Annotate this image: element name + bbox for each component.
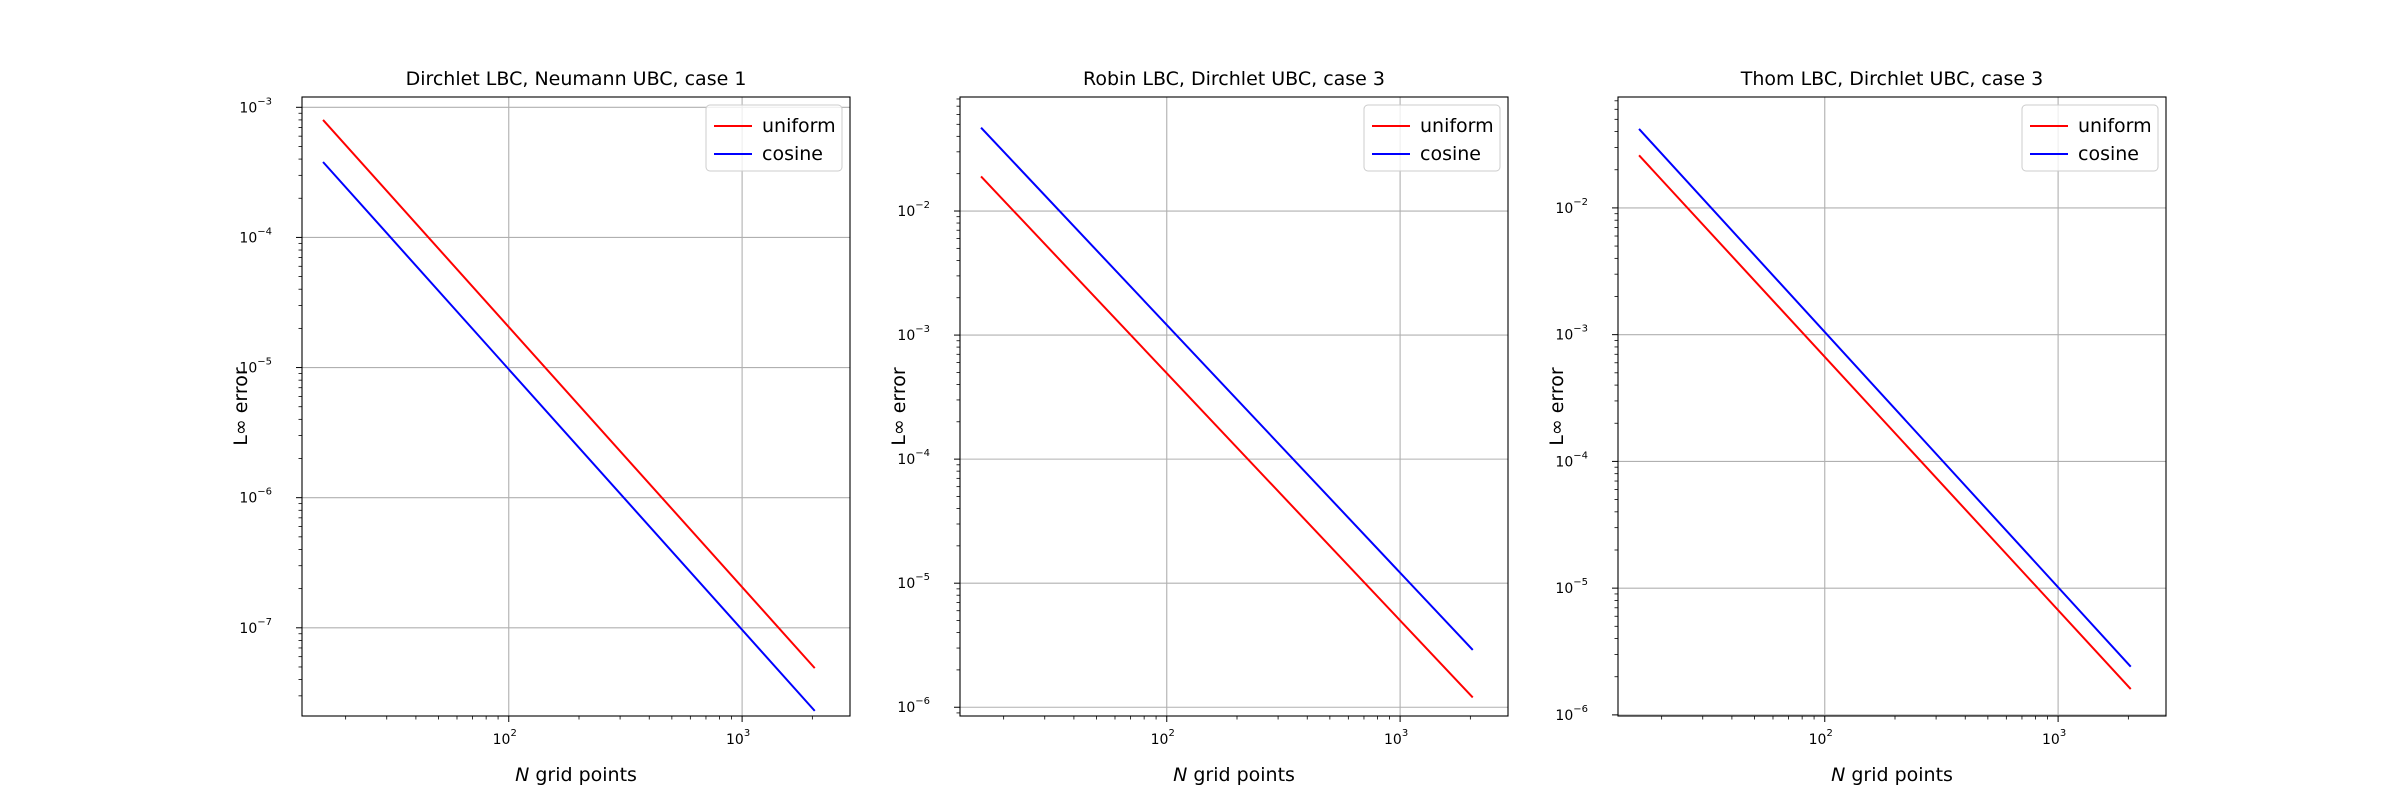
x-axis-label: N grid points — [1173, 764, 1295, 786]
axes-frame — [301, 96, 851, 717]
y-tick-label: 10−5 — [897, 572, 930, 592]
x-tick-label: 103 — [1384, 728, 1408, 748]
legend: uniform cosine — [705, 104, 843, 172]
x-axis-text: grid points — [529, 764, 637, 786]
x-tick-exponent: 2 — [1826, 728, 1832, 739]
x-tick-exponent: 2 — [510, 728, 516, 739]
x-axis-text: grid points — [1845, 764, 1953, 786]
series-line-uniform — [1638, 154, 2132, 690]
legend-label-cosine: cosine — [762, 143, 823, 165]
x-axis-label: N grid points — [1831, 764, 1953, 786]
x-axis-text: grid points — [1187, 764, 1295, 786]
y-tick-label: 10−3 — [1555, 324, 1588, 344]
legend: uniform cosine — [2021, 104, 2159, 172]
series-line-uniform — [980, 175, 1474, 699]
x-tick-exponent: 3 — [744, 728, 750, 739]
x-tick-exponent: 2 — [1168, 728, 1174, 739]
y-tick-exponent: −6 — [257, 487, 272, 498]
y-tick-exponent: −7 — [257, 617, 272, 628]
axes-frame — [1617, 96, 2167, 717]
y-tick-label: 10−6 — [897, 696, 930, 716]
x-tick-label: 102 — [493, 728, 517, 748]
y-tick-exponent: −6 — [915, 696, 930, 707]
series-line-cosine — [980, 126, 1474, 651]
y-axis-label: L∞ error — [1546, 367, 1568, 446]
y-tick-exponent: −6 — [1573, 704, 1588, 715]
x-tick-exponent: 3 — [1402, 728, 1408, 739]
x-axis-variable: N — [515, 764, 529, 786]
x-tick-label: 102 — [1151, 728, 1175, 748]
y-axis-label: L∞ error — [230, 367, 252, 446]
axes-frame — [959, 96, 1509, 717]
y-tick-exponent: −2 — [1573, 197, 1588, 208]
y-tick-exponent: −3 — [257, 96, 272, 107]
chart-title: Robin LBC, Dirchlet UBC, case 3 — [1083, 68, 1385, 90]
y-tick-label: 10−4 — [239, 226, 272, 246]
x-axis-variable: N — [1831, 764, 1845, 786]
plot-area — [960, 97, 1508, 716]
y-tick-label: 10−6 — [239, 487, 272, 507]
legend-label-uniform: uniform — [1420, 115, 1494, 137]
y-tick-exponent: −2 — [915, 200, 930, 211]
y-tick-label: 10−3 — [239, 96, 272, 116]
y-tick-label: 10−5 — [1555, 577, 1588, 597]
chart-panel-2: 102 103 10−2 10−3 10−4 10−5 10−6 Robin LBC, Dir… — [888, 68, 1509, 786]
legend-label-uniform: uniform — [2078, 115, 2152, 137]
y-tick-label: 10−4 — [897, 448, 930, 468]
series-line-cosine — [1638, 128, 2132, 668]
y-tick-label: 10−7 — [239, 617, 272, 637]
legend: uniform cosine — [1363, 104, 1501, 172]
y-tick-exponent: −4 — [915, 448, 930, 459]
y-tick-label: 10−2 — [897, 200, 930, 220]
series-line-uniform — [322, 119, 816, 669]
y-tick-label: 10−6 — [1555, 704, 1588, 724]
chart-title: Dirchlet LBC, Neumann UBC, case 1 — [406, 68, 747, 90]
chart-title: Thom LBC, Dirchlet UBC, case 3 — [1740, 68, 2043, 90]
x-tick-label: 103 — [2042, 728, 2066, 748]
x-axis-label: N grid points — [515, 764, 637, 786]
y-tick-exponent: −4 — [1573, 450, 1588, 461]
y-axis-label: L∞ error — [888, 367, 910, 446]
y-tick-exponent: −5 — [257, 357, 272, 368]
x-tick-label: 103 — [726, 728, 750, 748]
plot-area — [302, 97, 850, 716]
y-tick-exponent: −3 — [1573, 324, 1588, 335]
y-tick-label: 10−2 — [1555, 197, 1588, 217]
y-tick-label: 10−3 — [897, 324, 930, 344]
series-line-cosine — [322, 161, 816, 712]
y-tick-exponent: −4 — [257, 226, 272, 237]
y-tick-exponent: −3 — [915, 324, 930, 335]
x-tick-label: 102 — [1809, 728, 1833, 748]
legend-label-uniform: uniform — [762, 115, 836, 137]
legend-label-cosine: cosine — [1420, 143, 1481, 165]
x-tick-exponent: 3 — [2060, 728, 2066, 739]
legend-label-cosine: cosine — [2078, 143, 2139, 165]
x-axis-variable: N — [1173, 764, 1187, 786]
chart-panel-3: 102 103 10−2 10−3 10−4 10−5 10−6 Thom LBC, Dirc… — [1546, 68, 2167, 786]
y-tick-exponent: −5 — [1573, 577, 1588, 588]
y-tick-label: 10−4 — [1555, 450, 1588, 470]
y-tick-exponent: −5 — [915, 572, 930, 583]
